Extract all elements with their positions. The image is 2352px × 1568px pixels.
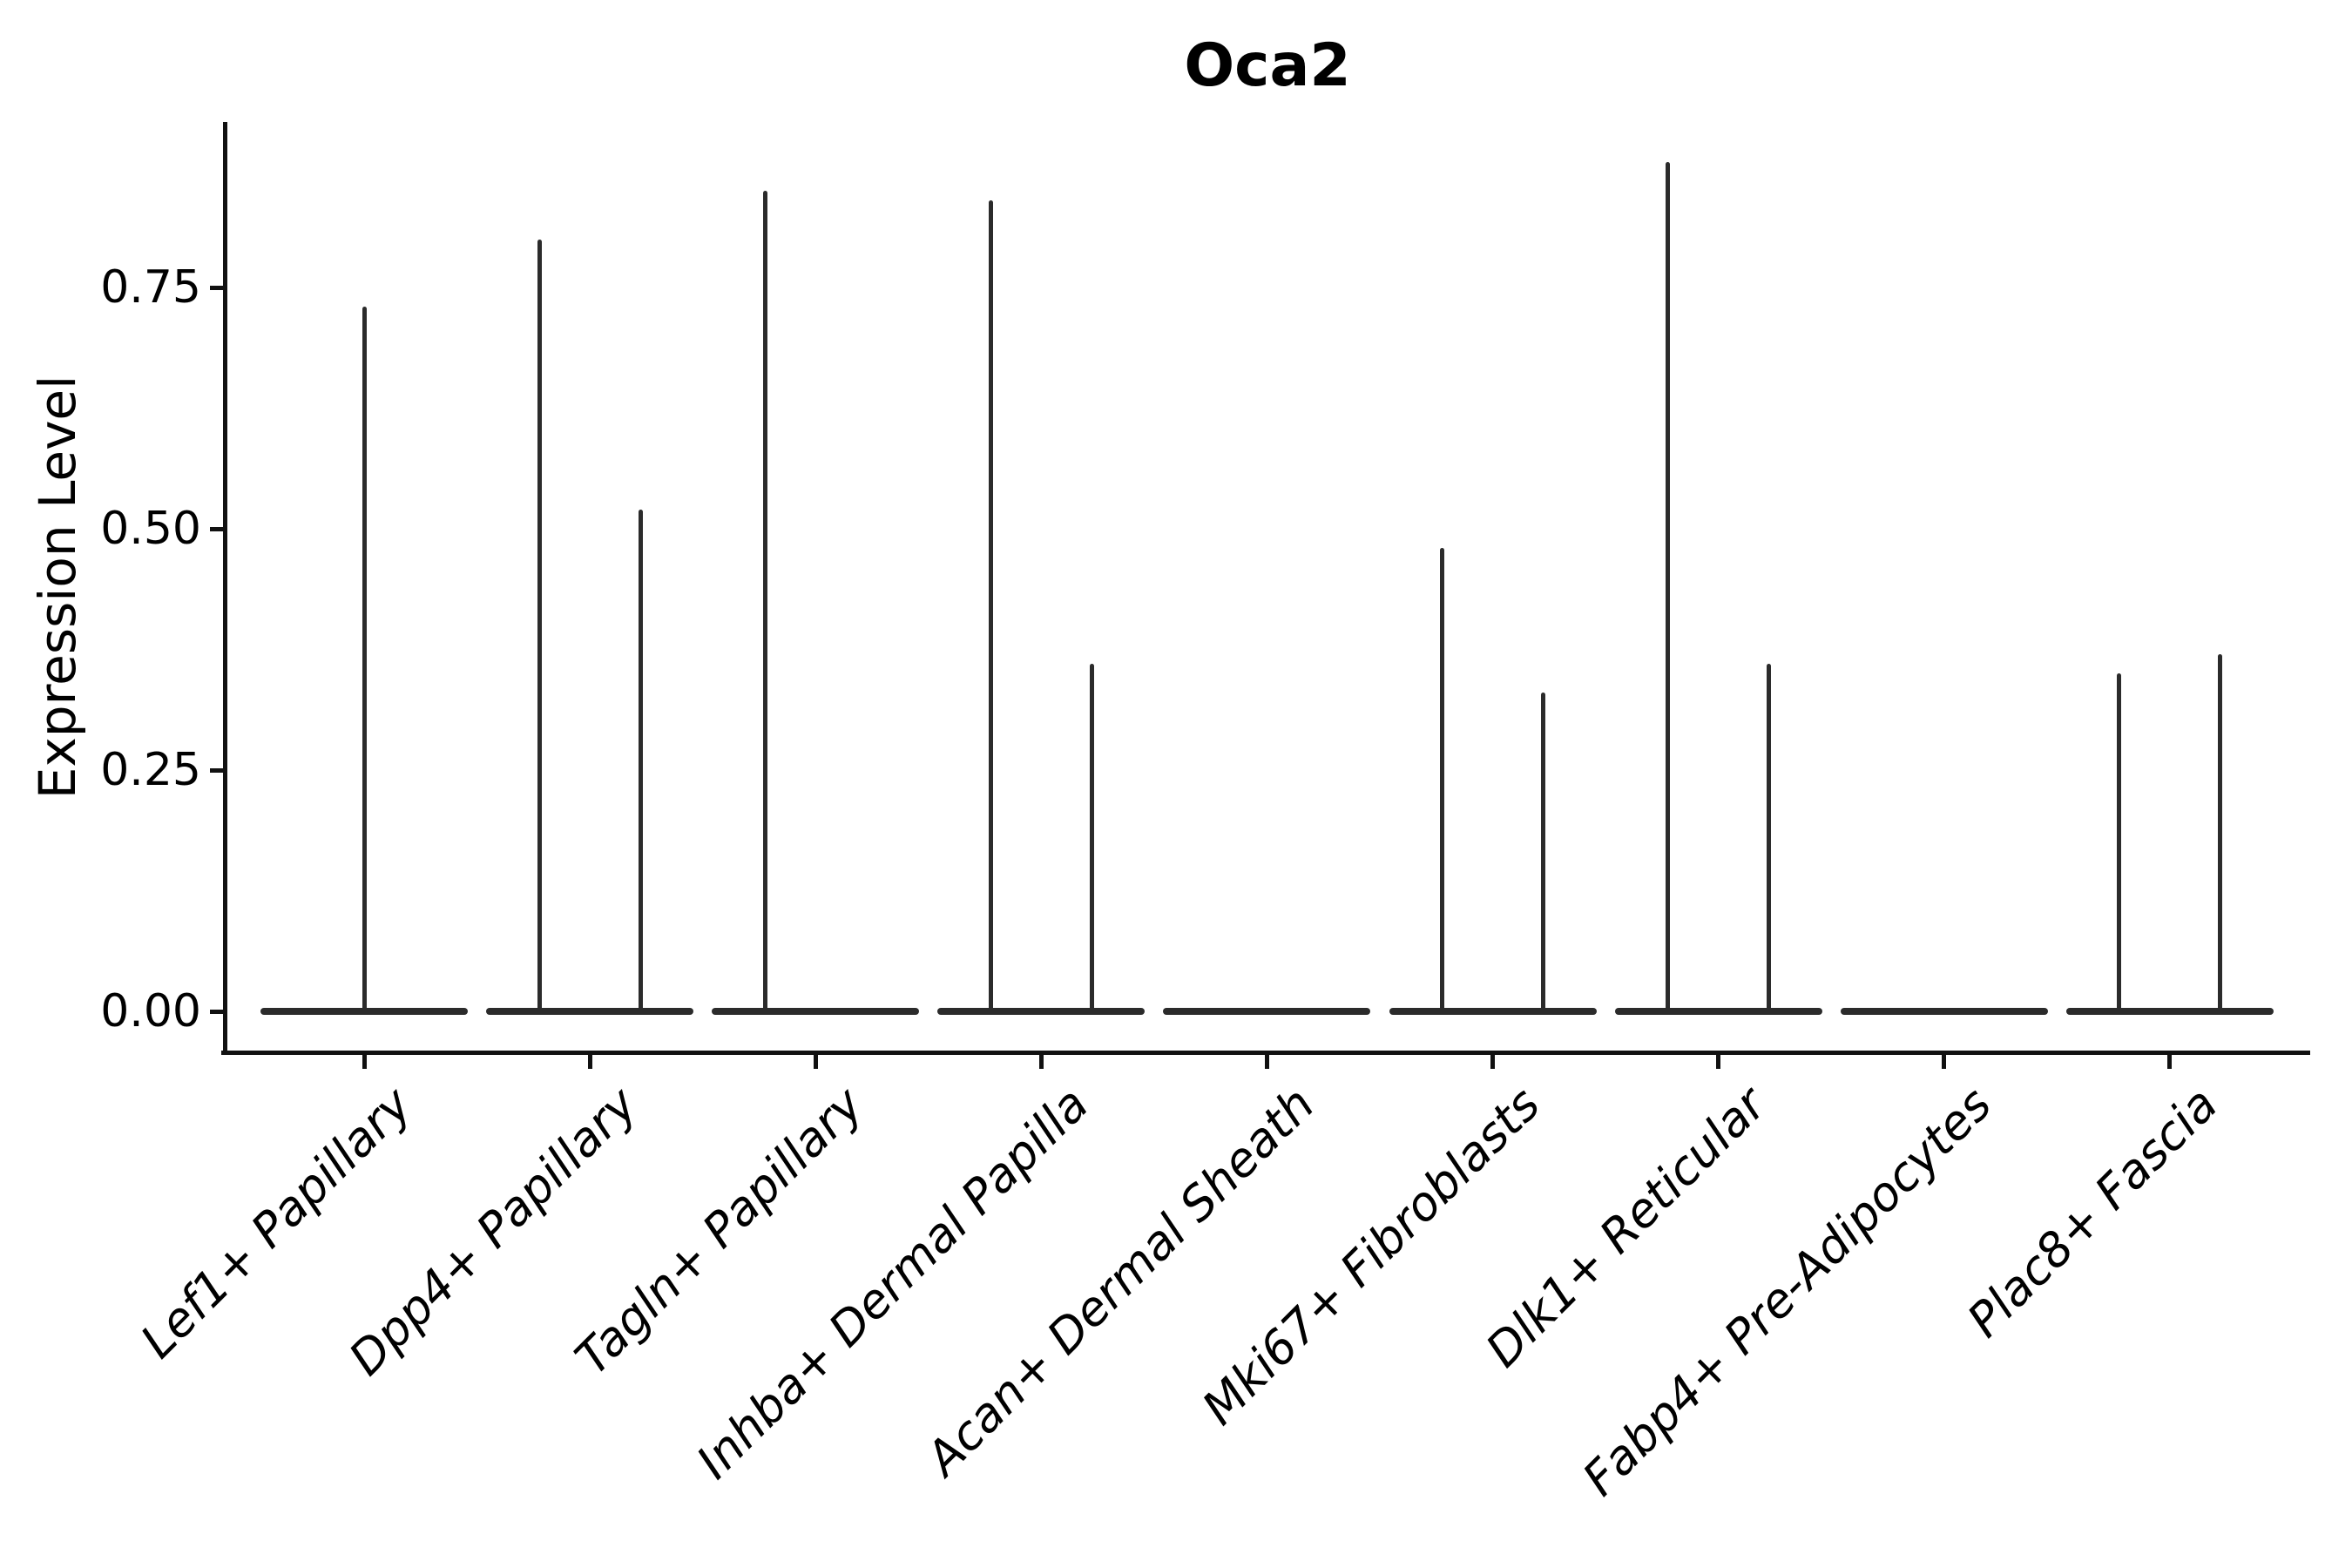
violin-spike [1666,161,1671,1011]
x-tick [2167,1055,2173,1069]
violin-spike [2117,673,2122,1011]
y-tick [210,526,224,531]
violin-base [2065,1008,2274,1015]
violin-spike [537,239,542,1011]
y-axis-label: Expression Level [28,375,87,800]
violin-spike [1440,548,1444,1011]
x-tick [1716,1055,1721,1069]
y-tick [210,767,224,773]
violin-base [937,1008,1146,1015]
y-tick [210,1009,224,1014]
y-tick [210,285,224,290]
x-tick-label: Acan+ Dermal Sheath [916,1076,1325,1486]
y-tick-label: 0.00 [100,985,201,1037]
x-tick [1942,1055,1947,1069]
y-tick-label: 0.50 [100,503,201,555]
x-tick [587,1055,592,1069]
y-tick-label: 0.25 [100,744,201,796]
violin-spike [762,191,767,1011]
violin-spike [1541,693,1545,1011]
violin-spike [2218,654,2223,1011]
chart-title: Oca2 [1184,31,1351,100]
y-axis-spine [223,122,227,1055]
x-tick [1490,1055,1495,1069]
x-tick [1264,1055,1269,1069]
x-tick [813,1055,818,1069]
violin-base [1389,1008,1597,1015]
violin-base [1614,1008,1822,1015]
violin-spike [1767,664,1772,1011]
violin-spike [362,307,367,1011]
x-axis-spine [221,1051,2310,1055]
x-tick [362,1055,367,1069]
x-tick [1038,1055,1044,1069]
y-tick-label: 0.75 [100,261,201,314]
violin-base [486,1008,694,1015]
violin-spike [1089,664,1094,1011]
violin-base [260,1008,468,1015]
x-tick-label: Inhba+ Dermal Papilla [686,1076,1099,1490]
x-tick-label: Fabp4+ Pre-Adipocytes [1571,1076,2003,1507]
violin-base [712,1008,920,1015]
violin-spike [638,509,643,1011]
violin-spike [988,200,993,1011]
violin-base [1163,1008,1371,1015]
violin-base [1840,1008,2048,1015]
